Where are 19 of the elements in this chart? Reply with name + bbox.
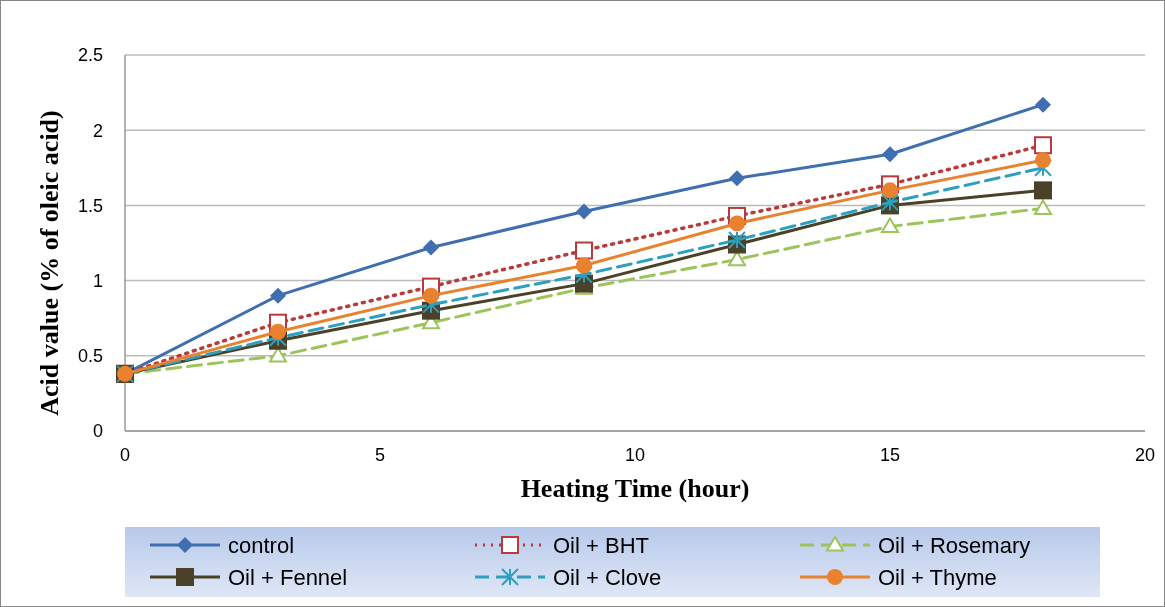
y-tick-label: 2.5 bbox=[77, 45, 103, 66]
x-axis-title: Heating Time (hour) bbox=[520, 474, 750, 503]
x-tick-label: 20 bbox=[1134, 445, 1156, 465]
x-tick-label: 15 bbox=[879, 445, 901, 465]
legend-label: Oil + Rosemary bbox=[878, 532, 1031, 558]
x-tick-label: 0 bbox=[119, 445, 131, 465]
legend-label: Oil + Thyme bbox=[878, 564, 997, 590]
x-tick-label: 5 bbox=[374, 445, 386, 465]
y-tick-label: 1.5 bbox=[77, 195, 103, 216]
y-tick-label: 1 bbox=[92, 270, 103, 291]
y-axis-title: Acid value (% of oleic acid) bbox=[35, 110, 64, 416]
legend-label: Oil + Clove bbox=[553, 564, 662, 590]
legend-label: control bbox=[228, 532, 295, 558]
legend-label: Oil + Fennel bbox=[228, 564, 348, 590]
legend-label: Oil + BHT bbox=[553, 532, 649, 558]
x-tick-label: 10 bbox=[624, 445, 646, 465]
y-tick-label: 0.5 bbox=[77, 346, 103, 367]
y-tick-label: 0 bbox=[92, 421, 103, 442]
y-tick-label: 2 bbox=[92, 120, 103, 141]
